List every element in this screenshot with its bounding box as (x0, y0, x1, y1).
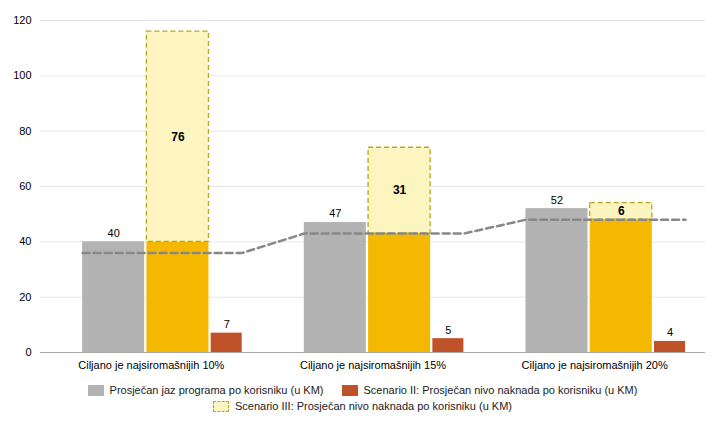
svg-text:60: 60 (19, 180, 31, 192)
svg-text:5: 5 (445, 324, 451, 336)
svg-text:52: 52 (551, 194, 563, 206)
html-text:Scenario III: Prosječan nivo n: Scenario III: Prosječan nivo naknada po … (235, 400, 512, 412)
svg-text:4: 4 (667, 326, 673, 338)
svg-text:47: 47 (329, 207, 341, 219)
svg-text:31: 31 (393, 183, 407, 197)
html-text:Prosječan jaz programa po kori: Prosječan jaz programa po korisniku (u K… (109, 384, 324, 396)
svg-text:40: 40 (108, 227, 120, 239)
svg-text:7: 7 (224, 318, 230, 330)
svg-text:Ciljano je najsiromašnijih 15%: Ciljano je najsiromašnijih 15% (300, 359, 446, 371)
svg-text:0: 0 (25, 346, 31, 358)
svg-text:40: 40 (19, 235, 31, 247)
svg-text:120: 120 (13, 14, 31, 26)
svg-text:100: 100 (13, 69, 31, 81)
svg-text:Ciljano je najsiromašnijih 10%: Ciljano je najsiromašnijih 10% (78, 359, 224, 371)
svg-text:6: 6 (618, 204, 625, 218)
svg-text:76: 76 (171, 130, 185, 144)
svg-text:Ciljano je najsiromašnijih 20%: Ciljano je najsiromašnijih 20% (522, 359, 668, 371)
svg-text:80: 80 (19, 125, 31, 137)
svg-text:20: 20 (19, 291, 31, 303)
html-text:Scenario II: Prosječan nivo na: Scenario II: Prosječan nivo naknada po k… (363, 384, 638, 396)
